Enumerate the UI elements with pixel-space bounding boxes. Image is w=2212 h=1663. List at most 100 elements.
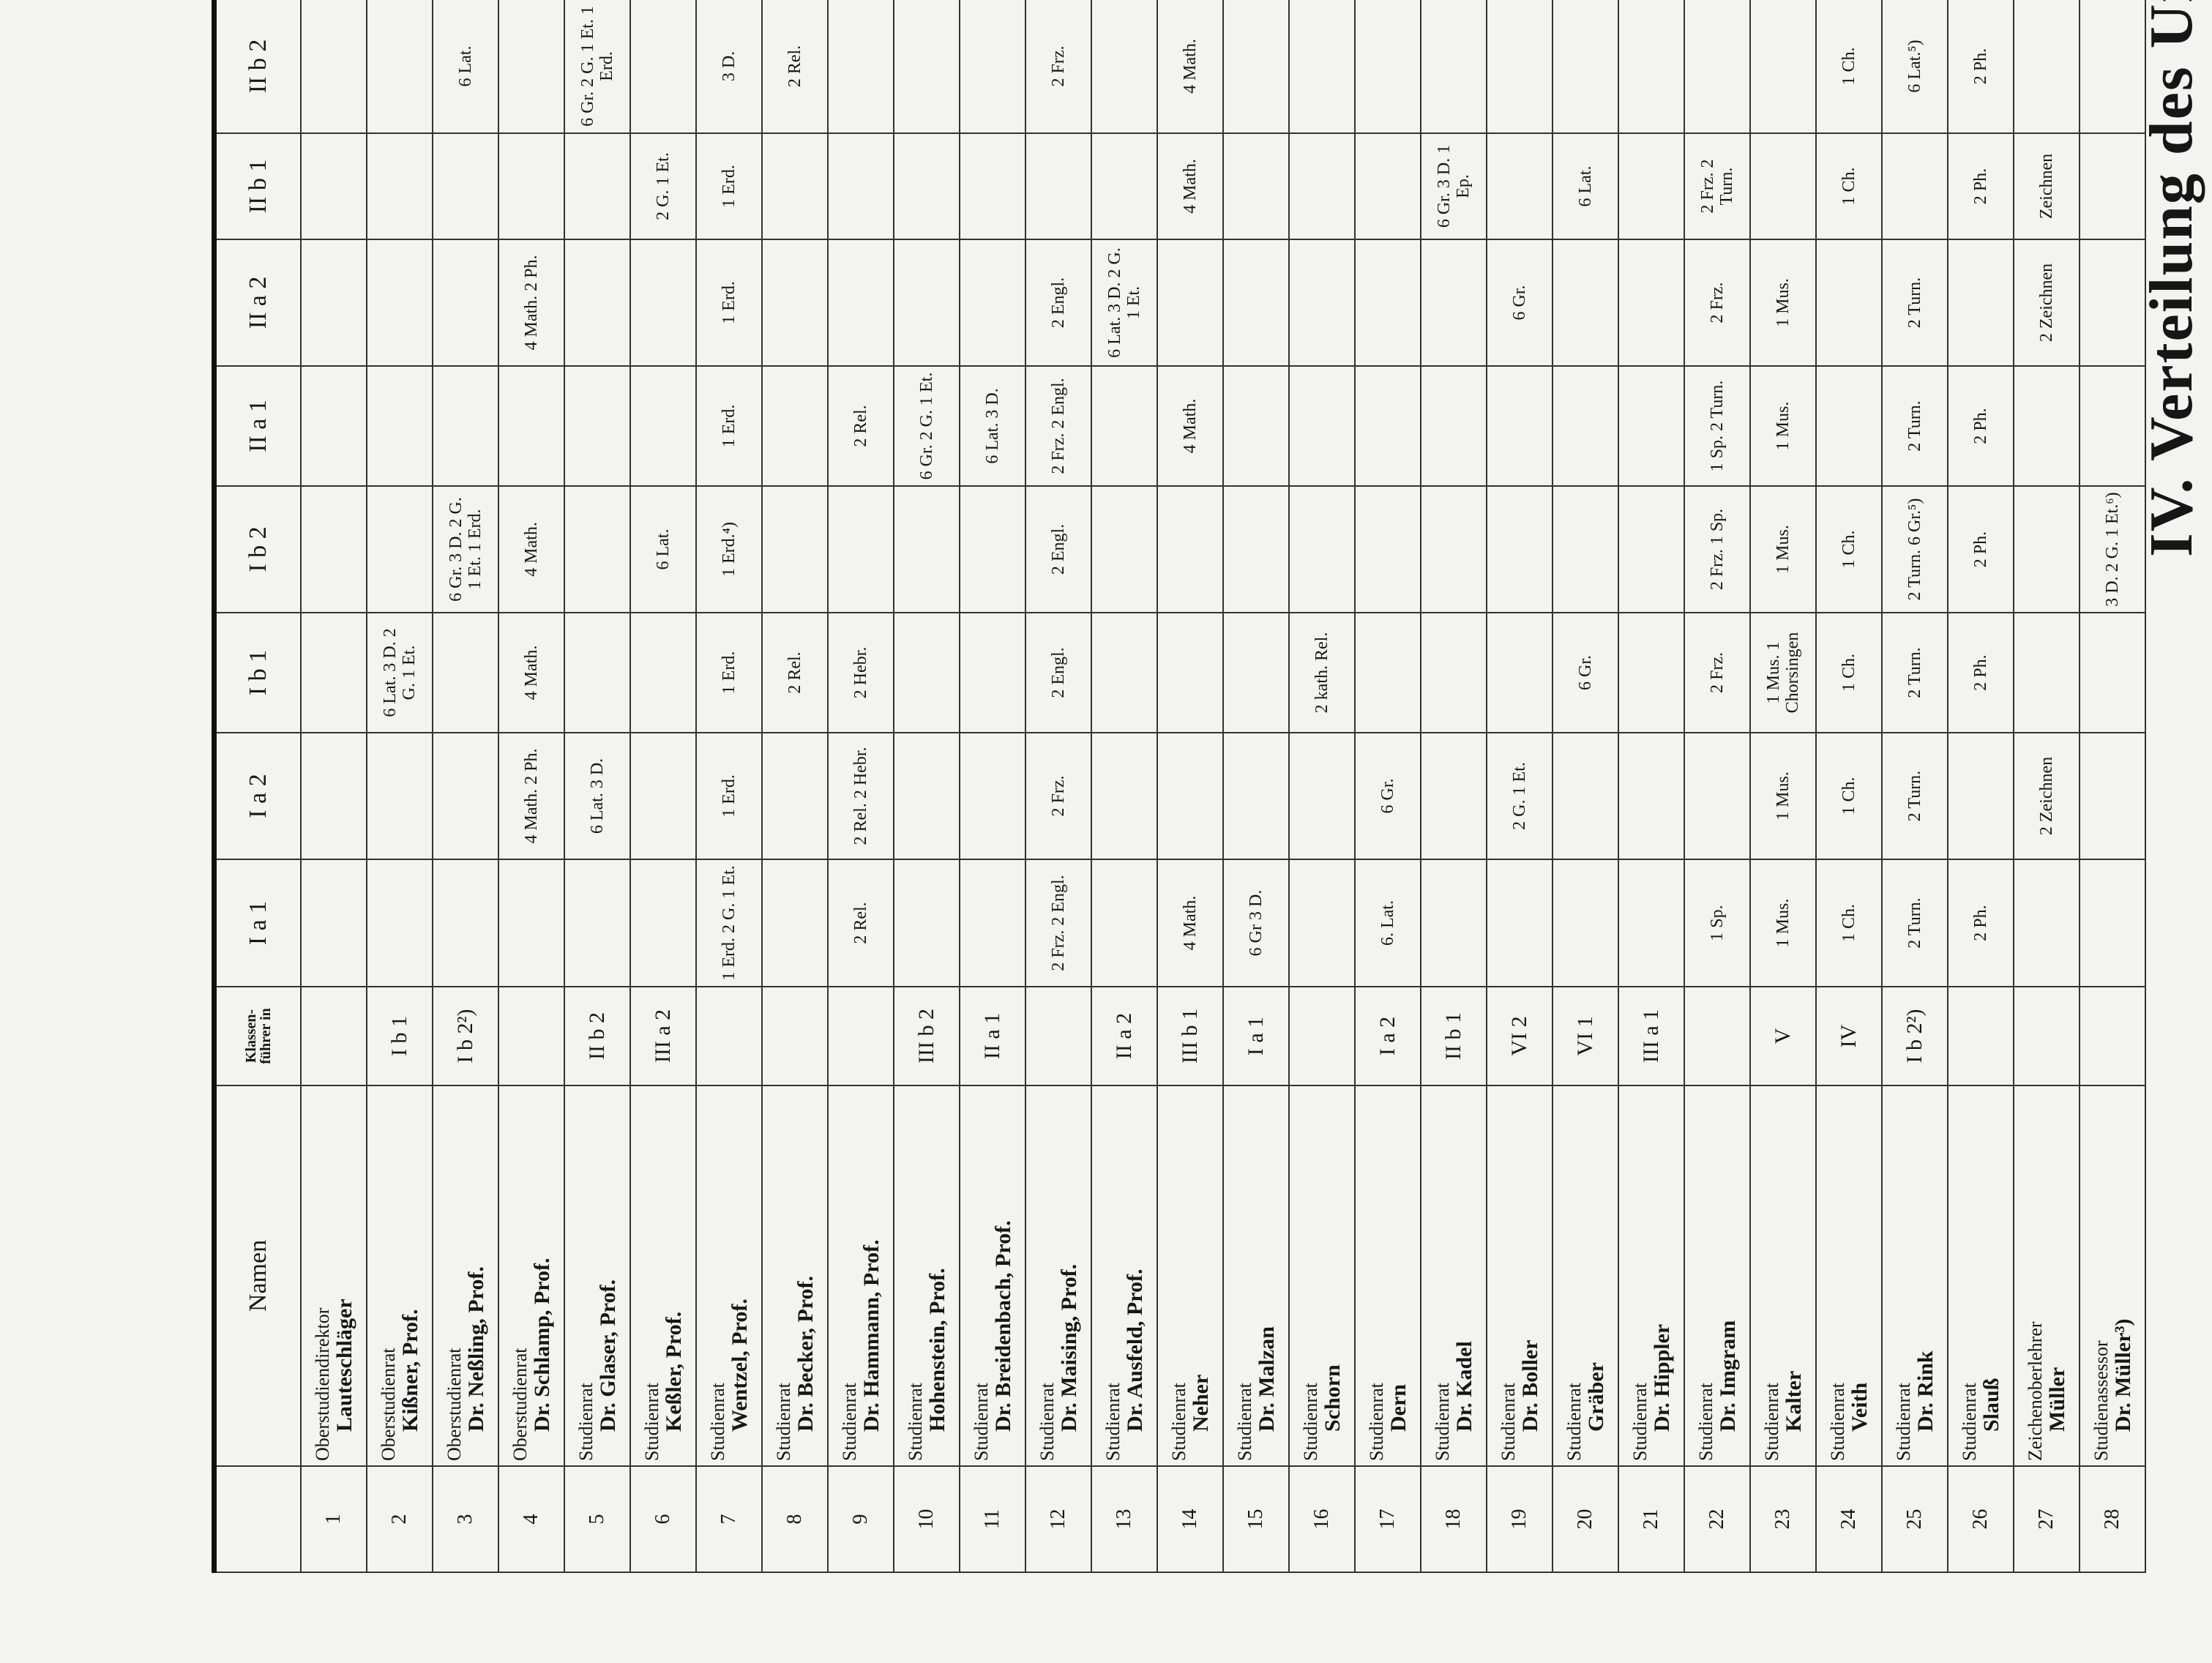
teacher-row: 24 Studienrat Veith IV 1 Ch. 1 Ch. 1 Ch. 1 Ch. 1… bbox=[1816, 0, 1882, 1572]
lesson-text: 6. Lat. bbox=[1378, 900, 1397, 946]
row-number: 18 bbox=[1421, 1466, 1487, 1572]
lesson-cell bbox=[1223, 613, 1289, 733]
lesson-text: 4 Math. bbox=[522, 645, 541, 700]
lesson-cell bbox=[498, 859, 564, 987]
lesson-cell bbox=[1355, 239, 1421, 366]
klassenfuehrer: III b 2 bbox=[894, 987, 960, 1085]
lesson-cell bbox=[894, 613, 960, 733]
klassenfuehrer bbox=[2014, 987, 2080, 1085]
lesson-text: 1 Erd. bbox=[720, 404, 739, 448]
lesson-cell bbox=[762, 486, 828, 613]
lesson-cell bbox=[1223, 366, 1289, 486]
lesson-cell bbox=[630, 859, 696, 987]
lesson-cell bbox=[1552, 366, 1618, 486]
lesson-cell: 1 Erd. bbox=[696, 733, 762, 859]
klassenfuehrer: II a 1 bbox=[960, 987, 1025, 1085]
lesson-cell bbox=[367, 0, 433, 133]
teacher-rank: Studienrat bbox=[905, 1383, 926, 1461]
teacher-rank: Studienrat bbox=[1366, 1383, 1387, 1461]
lesson-cell bbox=[828, 0, 894, 133]
lesson-text: 6 Gr. bbox=[1510, 285, 1529, 321]
lesson-cell bbox=[433, 366, 498, 486]
lesson-text: 2 Frz. bbox=[1708, 282, 1727, 324]
lesson-cell bbox=[1487, 0, 1552, 133]
teacher-surname: Dr. Breidenbach, Prof. bbox=[991, 1220, 1015, 1432]
lesson-text: 6 Lat. 3 D. 2 G. 1 Et. bbox=[381, 628, 419, 717]
lesson-cell bbox=[1289, 486, 1355, 613]
lesson-text: 2 Rel. bbox=[785, 45, 804, 88]
lesson-text: 2 Ph. bbox=[1971, 905, 1990, 941]
lesson-cell bbox=[2014, 613, 2080, 733]
lesson-cell: 6 Lat. bbox=[630, 486, 696, 613]
lesson-cell bbox=[894, 486, 960, 613]
teacher-name: Studienrat Kalter bbox=[1750, 1085, 1816, 1466]
lesson-cell bbox=[2080, 859, 2145, 987]
teacher-surname: Dr. Malzan bbox=[1255, 1326, 1279, 1432]
row-number: 27 bbox=[2014, 1466, 2080, 1572]
lesson-text: 1 Mus. bbox=[1774, 401, 1793, 451]
lesson-cell: 2 Ph. bbox=[1948, 0, 2014, 133]
klassenfuehrer: I b 2²) bbox=[433, 987, 498, 1085]
klassenfuehrer bbox=[762, 987, 828, 1085]
lesson-text: 1 Ch. bbox=[1839, 904, 1858, 943]
lesson-text: 6 Gr 3 D. bbox=[1247, 889, 1266, 957]
lesson-text: 6 Lat. bbox=[456, 45, 475, 87]
lesson-cell bbox=[498, 366, 564, 486]
lesson-text: 2 Turn. bbox=[1905, 770, 1924, 822]
lesson-cell: 2 Rel. bbox=[828, 859, 894, 987]
lesson-cell: 2 G. 1 Et. bbox=[1487, 733, 1552, 859]
lesson-text: 6 Lat. 3 D. 2 G. 1 Et. bbox=[1105, 247, 1143, 358]
row-number: 15 bbox=[1223, 1466, 1289, 1572]
teacher-name: Studienrat Schorn bbox=[1289, 1085, 1355, 1466]
teacher-row: 26 Studienrat Slauß 2 Ph. 2 Ph. 2 Ph. 2 Ph. 2 P… bbox=[1948, 0, 2014, 1572]
lesson-cell bbox=[1421, 613, 1487, 733]
teacher-rank: Studienrat bbox=[1893, 1383, 1914, 1461]
lesson-cell bbox=[1552, 0, 1618, 133]
lesson-text: 3 D. bbox=[720, 51, 739, 82]
teacher-row: 21 Studienrat Dr. Hippler III a 1 bbox=[1618, 0, 1684, 1572]
lesson-cell bbox=[1421, 859, 1487, 987]
row-number: 21 bbox=[1618, 1466, 1684, 1572]
lesson-cell: 3 D. 2 G. 1 Et.⁶) bbox=[2080, 486, 2145, 613]
lesson-text: 1 Sp. 2 Turn. bbox=[1708, 380, 1727, 472]
teacher-surname: Dr. Ausfeld, Prof. bbox=[1123, 1268, 1147, 1432]
lesson-text: 4 Math. 2 Ph. bbox=[522, 748, 541, 844]
lesson-cell bbox=[1289, 859, 1355, 987]
lesson-cell: 2 Frz. bbox=[1025, 0, 1091, 133]
lesson-cell: 6 Lat. 3 D. bbox=[960, 366, 1025, 486]
lesson-cell bbox=[1355, 0, 1421, 133]
lesson-text: 2 kath. Rel. bbox=[1312, 632, 1331, 714]
row-number: 9 bbox=[828, 1466, 894, 1572]
lesson-cell bbox=[367, 859, 433, 987]
row-number: 8 bbox=[762, 1466, 828, 1572]
klassenfuehrer-text: V bbox=[1771, 1028, 1795, 1044]
lesson-cell bbox=[564, 366, 630, 486]
lesson-cell: 2 Frz. bbox=[1684, 239, 1750, 366]
lesson-cell: 1 Mus. bbox=[1750, 733, 1816, 859]
lesson-cell bbox=[1091, 133, 1157, 239]
lesson-text: 1 Ch. bbox=[1839, 47, 1858, 86]
nr-header bbox=[214, 1466, 301, 1572]
lesson-cell: 2 Frz. 1 Sp. bbox=[1684, 486, 1750, 613]
lesson-cell: 4 Math. bbox=[1157, 133, 1223, 239]
teacher-name: Studienrat Dr. Glaser, Prof. bbox=[564, 1085, 630, 1466]
lesson-cell bbox=[762, 239, 828, 366]
teacher-name: Oberstudiendirektor Lauteschläger bbox=[301, 1085, 367, 1466]
lesson-cell: 1 Erd.⁴) bbox=[696, 486, 762, 613]
teacher-rank: Studienrat bbox=[1036, 1383, 1058, 1461]
teacher-rank: Studienrat bbox=[707, 1383, 728, 1461]
lesson-text: 1 Mus. bbox=[1774, 525, 1793, 574]
lesson-cell: 2 Frz. 2 Engl. bbox=[1025, 366, 1091, 486]
lesson-cell bbox=[2080, 366, 2145, 486]
lesson-text: 2 Ph. bbox=[1971, 531, 1990, 568]
teacher-rank: Studienrat bbox=[575, 1383, 597, 1461]
teacher-name: Studienrat Gräber bbox=[1552, 1085, 1618, 1466]
teacher-rank: Studienrat bbox=[1563, 1383, 1585, 1461]
lesson-cell: 2 Turn. bbox=[1882, 239, 1948, 366]
lesson-cell bbox=[1091, 0, 1157, 133]
lesson-cell bbox=[828, 486, 894, 613]
teacher-rank: Oberstudienrat bbox=[378, 1348, 399, 1461]
